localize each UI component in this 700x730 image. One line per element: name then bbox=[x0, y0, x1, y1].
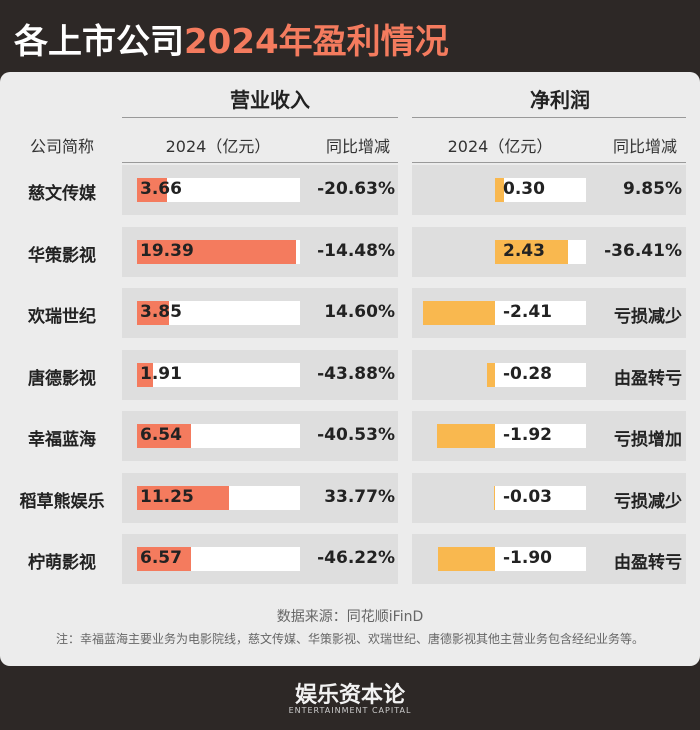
source: 数据来源：同花顺iFinD bbox=[276, 609, 424, 625]
column-header: 2024（亿元） bbox=[165, 137, 271, 156]
profit-label: -0.28 bbox=[503, 363, 552, 384]
profit-bar bbox=[438, 547, 495, 571]
bar-track bbox=[495, 301, 586, 325]
company-name: 唐德影视 bbox=[28, 368, 96, 389]
profit-label: -0.03 bbox=[503, 486, 552, 507]
column-header: 公司简称 bbox=[29, 137, 94, 156]
brand: 娱乐资本论 bbox=[294, 683, 405, 708]
bar-track bbox=[137, 362, 300, 387]
revenue-yoy: -20.63% bbox=[317, 179, 395, 199]
group-header: 净利润 bbox=[530, 88, 590, 112]
bar-track bbox=[495, 547, 586, 571]
bar-track bbox=[495, 362, 586, 387]
profit-bar bbox=[486, 362, 495, 387]
revenue-yoy: -43.88% bbox=[317, 363, 395, 384]
revenue-yoy: -46.22% bbox=[317, 548, 395, 568]
profit-yoy: 由盈转亏 bbox=[614, 368, 682, 389]
profit-label: -2.41 bbox=[503, 302, 552, 322]
company-name: 幸福蓝海 bbox=[28, 430, 96, 450]
profit-yoy: 由盈转亏 bbox=[614, 553, 682, 573]
profit-label: -1.92 bbox=[503, 425, 552, 445]
bar-track bbox=[495, 424, 586, 448]
profit-bar bbox=[495, 178, 504, 202]
revenue-label: 6.57 bbox=[140, 548, 182, 568]
profit-label: 0.30 bbox=[503, 179, 545, 199]
company-name: 慈文传媒 bbox=[28, 184, 96, 204]
profit-bar bbox=[495, 239, 568, 264]
profit-bar bbox=[437, 424, 495, 448]
revenue-label: 6.54 bbox=[140, 425, 182, 445]
profit-label: 2.43 bbox=[503, 240, 545, 261]
header-rule bbox=[122, 162, 398, 163]
profit-yoy: -36.41% bbox=[604, 240, 682, 261]
profit-label: -1.90 bbox=[503, 548, 552, 568]
bar-track bbox=[495, 178, 586, 202]
group-rule bbox=[412, 117, 686, 118]
profit-yoy: 9.85% bbox=[623, 179, 682, 199]
note: 注：幸福蓝海主要业务为电影院线，慈文传媒、华策影视、欢瑞世纪、唐德影视其他主营业… bbox=[55, 632, 644, 646]
revenue-bar bbox=[137, 547, 191, 571]
revenue-label: 3.85 bbox=[140, 302, 182, 322]
revenue-yoy: -14.48% bbox=[317, 240, 395, 261]
profit-yoy: 亏损减少 bbox=[614, 307, 682, 327]
title-highlight: 2024年盈利情况 bbox=[184, 22, 449, 62]
group-header: 营业收入 bbox=[230, 88, 310, 112]
column-header: 同比增减 bbox=[612, 137, 677, 156]
revenue-yoy: -40.53% bbox=[317, 425, 395, 445]
company-name: 欢瑞世纪 bbox=[28, 307, 96, 327]
header-rule bbox=[412, 162, 686, 163]
revenue-label: 1.91 bbox=[140, 363, 182, 384]
revenue-bar bbox=[137, 178, 167, 202]
column-header: 2024（亿元） bbox=[447, 137, 553, 156]
profit-yoy: 亏损增加 bbox=[614, 430, 682, 450]
profit-bar bbox=[422, 301, 495, 325]
revenue-bar bbox=[137, 485, 230, 510]
revenue-bar bbox=[137, 424, 191, 448]
profit-bar bbox=[494, 485, 495, 510]
revenue-label: 19.39 bbox=[140, 240, 194, 261]
brand-en: ENTERTAINMENT CAPITAL bbox=[288, 706, 412, 715]
bar-track bbox=[495, 485, 586, 510]
revenue-bar bbox=[137, 239, 296, 264]
company-name: 柠萌影视 bbox=[28, 553, 96, 573]
title-part: 各上市公司 bbox=[14, 22, 184, 62]
revenue-label: 3.66 bbox=[140, 179, 182, 199]
profit-yoy: 亏损减少 bbox=[614, 491, 682, 512]
company-name: 华策影视 bbox=[28, 245, 96, 266]
revenue-yoy: 14.60% bbox=[324, 302, 395, 322]
revenue-yoy: 33.77% bbox=[324, 486, 395, 507]
title: 各上市公司2024年盈利情况 bbox=[14, 14, 449, 63]
revenue-bar bbox=[137, 362, 153, 387]
column-header: 同比增减 bbox=[325, 137, 390, 156]
revenue-label: 11.25 bbox=[140, 486, 194, 507]
revenue-bar bbox=[137, 301, 169, 325]
company-name: 稻草熊娱乐 bbox=[19, 491, 105, 512]
group-rule bbox=[122, 117, 398, 118]
